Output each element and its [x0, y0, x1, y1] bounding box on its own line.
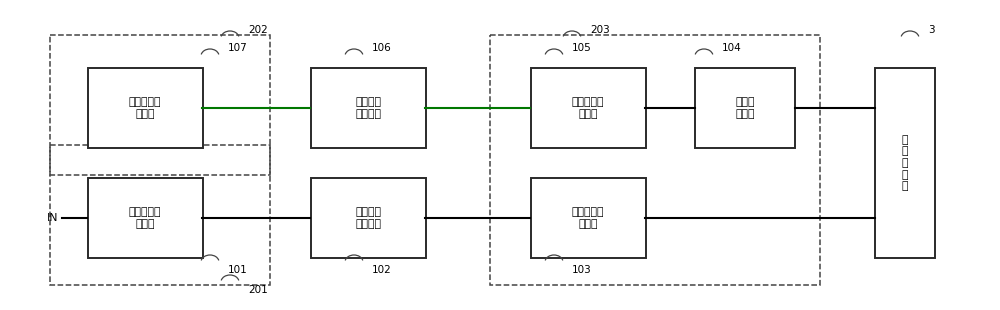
Bar [88, 68, 202, 148]
Bar [695, 68, 795, 148]
Text: 3: 3 [928, 25, 935, 35]
Bar [875, 68, 935, 258]
Bar [310, 178, 426, 258]
Text: IN: IN [46, 213, 58, 223]
Text: 107: 107 [228, 43, 248, 53]
Text: 异常信号发
射模块: 异常信号发 射模块 [572, 97, 604, 119]
Text: 105: 105 [572, 43, 592, 53]
Bar [88, 178, 202, 258]
Text: 第二电容
隔离模块: 第二电容 隔离模块 [355, 97, 381, 119]
Text: 106: 106 [372, 43, 392, 53]
Text: 第一电容
隔离模块: 第一电容 隔离模块 [355, 207, 381, 229]
Text: 201: 201 [248, 285, 268, 295]
Text: 异常监
测模块: 异常监 测模块 [735, 97, 755, 119]
Text: 203: 203 [590, 25, 610, 35]
Bar [530, 68, 646, 148]
Bar [310, 68, 426, 148]
Text: 102: 102 [372, 265, 392, 275]
Text: 控制信号接
收模块: 控制信号接 收模块 [572, 207, 604, 229]
Text: 202: 202 [248, 25, 268, 35]
Text: 101: 101 [228, 265, 248, 275]
Text: 异常信号接
收模块: 异常信号接 收模块 [129, 97, 161, 119]
Text: 103: 103 [572, 265, 592, 275]
Text: 104: 104 [722, 43, 742, 53]
Text: 控制信号发
射模块: 控制信号发 射模块 [129, 207, 161, 229]
Bar [50, 35, 270, 175]
Bar [490, 35, 820, 285]
Bar [50, 145, 270, 285]
Text: 待
驱
动
电
路: 待 驱 动 电 路 [902, 135, 908, 191]
Bar [530, 178, 646, 258]
